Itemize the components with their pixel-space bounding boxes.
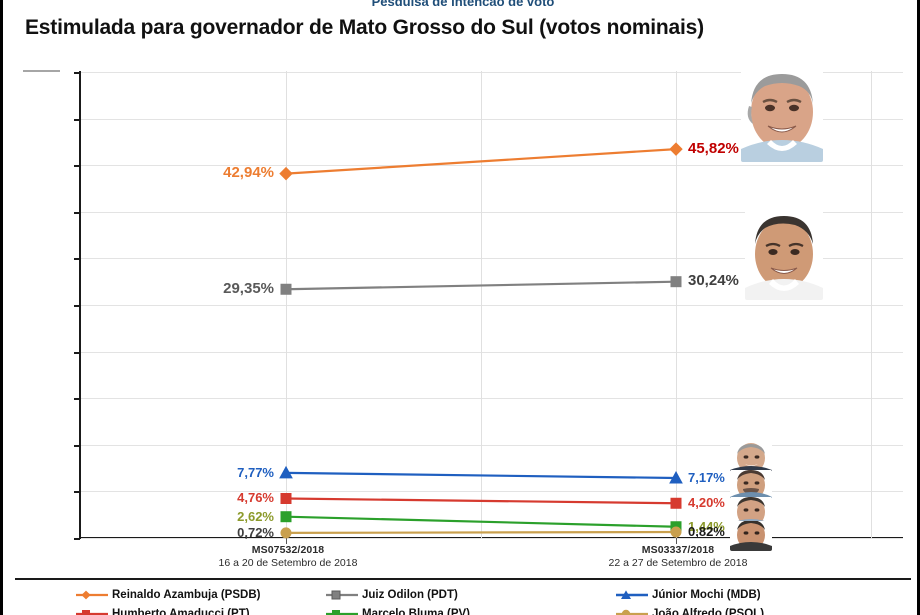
gridline-horizontal: [81, 538, 903, 539]
legend-item-reinaldo-azambuja[interactable]: Reinaldo Azambuja (PSDB): [15, 588, 325, 602]
data-label-left: 42,94%: [223, 164, 274, 182]
gridline-horizontal: [81, 445, 903, 446]
page-title: Estimulada para governador de Mato Gross…: [25, 16, 704, 39]
legend-label-humberto-amaducci: Humberto Amaducci (PT): [112, 607, 250, 615]
clipped-header-text: Pesquisa de intenção de voto: [3, 0, 917, 6]
legend-item-juiz-odilon[interactable]: Juiz Odilon (PDT): [325, 588, 615, 602]
data-point-marker: [670, 276, 682, 288]
gridline-horizontal: [81, 398, 903, 399]
gridline-horizontal: [81, 491, 903, 492]
gridline-vertical: [481, 71, 482, 539]
series-line: [285, 471, 677, 480]
legend-item-marcelo-bluma[interactable]: Marcelo Bluma (PV): [325, 607, 615, 615]
candidate-photo-junior-mochi: [730, 443, 772, 475]
data-label-left: 4,76%: [237, 490, 274, 506]
gridline-horizontal: [81, 258, 903, 259]
x-category-code-1: MS03337/2018: [641, 544, 715, 556]
data-point-marker: [670, 497, 682, 509]
y-axis-tick: [74, 72, 80, 74]
legend-key-square-red-icon: [75, 607, 109, 615]
y-axis-line: [79, 71, 81, 539]
series-line: [285, 148, 677, 175]
y-axis-tick: [74, 305, 80, 307]
x-category-label-0: MS07532/2018 16 a 20 de Setembro de 2018: [173, 544, 403, 570]
chart-area: 42,94% 45,82% 29,35% 30,24% 7,77% 7,17% 4,76% 4…: [23, 66, 903, 569]
y-axis-stub: [23, 70, 60, 72]
y-axis-tick: [74, 119, 80, 121]
legend-key-square-gray-icon: [325, 588, 359, 602]
x-axis-tick: [286, 538, 287, 544]
legend-label-reinaldo-azambuja: Reinaldo Azambuja (PSDB): [112, 588, 261, 601]
data-label-right: 45,82%: [688, 139, 739, 157]
data-point-marker: [279, 465, 293, 479]
gridline-horizontal: [81, 305, 903, 306]
gridline-horizontal: [81, 72, 903, 73]
data-label-left: 7,77%: [237, 464, 274, 480]
series-line: [285, 530, 677, 534]
candidate-photo-reinaldo-azambuja: [741, 66, 823, 162]
candidate-photo-humberto-amaducci: [730, 470, 772, 502]
y-axis-tick: [74, 165, 80, 167]
legend-label-marcelo-bluma: Marcelo Bluma (PV): [362, 607, 470, 615]
gridline-vertical: [286, 71, 287, 539]
x-axis-tick: [676, 538, 677, 544]
gridline-horizontal: [81, 119, 903, 120]
data-label-left: 0,72%: [237, 524, 274, 540]
data-point-marker: [670, 526, 682, 538]
y-axis-tick: [74, 352, 80, 354]
y-axis-tick: [74, 538, 80, 540]
data-label-right: 1,44%: [688, 518, 725, 534]
data-point-marker: [669, 142, 683, 156]
data-point-marker: [280, 527, 292, 539]
data-label-right: 4,20%: [688, 495, 725, 511]
gridline-horizontal: [81, 165, 903, 166]
series-line: [285, 280, 677, 291]
data-label-right: 30,24%: [688, 272, 739, 290]
candidate-photo-joao-alfredo: [730, 521, 772, 551]
gridline-vertical: [676, 71, 677, 539]
x-category-range-0: 16 a 20 de Setembro de 2018: [218, 557, 358, 569]
x-category-range-1: 22 a 27 de Setembro de 2018: [608, 557, 748, 569]
data-point-marker: [280, 492, 292, 504]
data-label-right: 0,82%: [688, 523, 725, 539]
x-category-code-0: MS07532/2018: [251, 544, 325, 556]
series-line: [285, 515, 677, 528]
series-line: [285, 497, 677, 505]
y-axis-tick: [74, 491, 80, 493]
legend-key-diamond-icon: [75, 588, 109, 602]
series-lines: [279, 142, 683, 539]
data-label-right: 7,17%: [688, 469, 725, 485]
data-point-marker: [280, 283, 292, 295]
legend-key-triangle-icon: [615, 588, 649, 602]
x-category-label-1: MS03337/2018 22 a 27 de Setembro de 2018: [563, 544, 793, 570]
legend-key-square-green-icon: [325, 607, 359, 615]
legend-row-1: Reinaldo Azambuja (PSDB) Juiz Odilon (PD…: [15, 585, 911, 604]
gridline-horizontal: [81, 352, 903, 353]
legend-key-circle-icon: [615, 607, 649, 615]
y-axis-tick: [74, 212, 80, 214]
y-axis-tick: [74, 398, 80, 400]
data-label-left: 2,62%: [237, 508, 274, 524]
legend-label-joao-alfredo: João Alfredo (PSOL): [652, 607, 765, 615]
plot-region: 42,94% 45,82% 29,35% 30,24% 7,77% 7,17% 4,76% 4…: [74, 71, 903, 544]
y-axis-tick: [74, 258, 80, 260]
legend-item-joao-alfredo[interactable]: João Alfredo (PSOL): [615, 607, 905, 615]
data-label-left: 29,35%: [223, 280, 274, 297]
gridline-vertical: [871, 71, 872, 539]
legend-row-2: Humberto Amaducci (PT) Marcelo Bluma (PV…: [15, 604, 911, 615]
data-point-marker: [669, 470, 683, 484]
legend-item-junior-mochi[interactable]: Júnior Mochi (MDB): [615, 588, 905, 602]
candidate-photo-juiz-odilon: [745, 208, 823, 300]
y-axis-tick: [74, 445, 80, 447]
legend-label-junior-mochi: Júnior Mochi (MDB): [652, 588, 761, 601]
legend-item-humberto-amaducci[interactable]: Humberto Amaducci (PT): [15, 607, 325, 615]
gridline-horizontal: [81, 212, 903, 213]
data-point-marker: [280, 511, 292, 523]
chart-legend: Reinaldo Azambuja (PSDB) Juiz Odilon (PD…: [15, 578, 911, 615]
legend-label-juiz-odilon: Juiz Odilon (PDT): [362, 588, 458, 601]
data-point-marker: [279, 166, 293, 181]
